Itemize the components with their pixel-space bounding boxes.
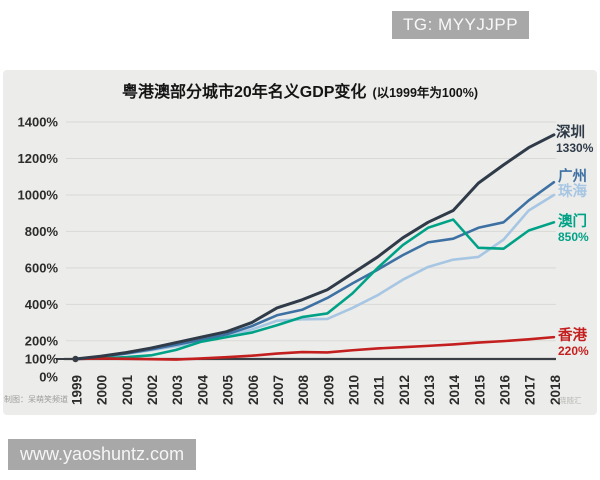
chart-subtitle: (以1999年为100%) [372,86,479,100]
svg-text:800%: 800% [25,224,59,239]
svg-text:2018: 2018 [548,374,563,405]
svg-text:2003: 2003 [170,374,185,405]
telegram-watermark-badge: TG: MYYJJPP [392,11,530,39]
svg-text:2007: 2007 [271,375,286,405]
corner-watermark: 晓随汇 [559,395,582,405]
svg-text:2013: 2013 [422,374,437,405]
line-guangzhou [74,180,556,361]
svg-text:1200%: 1200% [18,151,59,166]
svg-text:2006: 2006 [246,374,261,405]
svg-text:2017: 2017 [523,375,538,405]
website-watermark-badge: www.yaoshuntz.com [8,439,197,470]
svg-text:2015: 2015 [472,374,487,405]
svg-text:2005: 2005 [221,374,236,405]
svg-text:2010: 2010 [346,375,361,405]
x-axis-labels: 1999 2000 2001 2002 2003 2004 2005 2006 2007 2008… [70,374,563,405]
series-value-shenzhen: 1330% [556,141,594,155]
chart-title: 粤港澳部分城市20年名义GDP变化 [121,84,367,101]
svg-text:2009: 2009 [321,375,336,405]
svg-text:1400%: 1400% [18,115,59,130]
series-label-zhuhai: 珠海 [558,184,587,200]
svg-text:0%: 0% [39,370,58,385]
y-gridlines [66,121,556,342]
series-label-hongkong: 香港 [558,328,587,344]
svg-text:2004: 2004 [195,374,210,405]
svg-text:2000: 2000 [95,375,110,405]
series-label-macau: 澳门 [558,214,587,230]
svg-text:1000%: 1000% [18,187,59,202]
svg-text:600%: 600% [25,260,59,275]
svg-text:200%: 200% [25,333,59,348]
line-zhuhai [74,193,556,361]
series-label-shenzhen: 深圳 [556,125,585,141]
series-label-guangzhou: 广州 [558,169,587,185]
line-macau [74,218,556,361]
series-value-macau: 850% [558,230,589,244]
svg-text:2002: 2002 [145,375,160,405]
svg-text:2008: 2008 [296,374,311,405]
svg-text:1999: 1999 [70,375,85,405]
svg-text:2001: 2001 [120,374,135,405]
line-shenzhen [74,133,556,361]
svg-text:2014: 2014 [447,374,462,405]
svg-text:2012: 2012 [397,375,412,405]
y-axis-labels: 0% 100% 200% 400% 600% 800% 1000% 1200% 1400% [18,115,59,385]
series-value-hongkong: 220% [558,344,589,358]
svg-text:400%: 400% [25,297,59,312]
svg-text:2016: 2016 [498,374,513,405]
svg-text:2011: 2011 [372,375,387,405]
chart-credit: 制图：呆萌笑频道 [4,395,68,404]
line-hongkong [74,335,556,361]
gdp-line-chart: 0% 100% 200% 400% 600% 800% 1000% 1200% 1400% 199… [18,115,582,405]
chart-title-row: 粤港澳部分城市20年名义GDP变化 (以1999年为100%) [0,78,600,102]
svg-text:100%: 100% [25,352,59,367]
